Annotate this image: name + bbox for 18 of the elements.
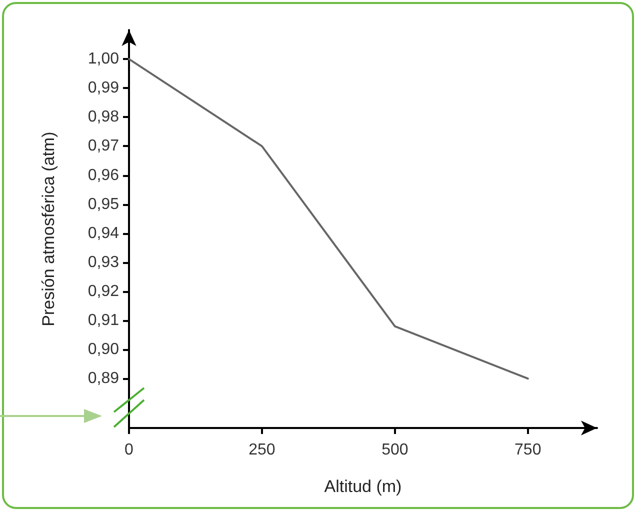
y-tick-label: 1,00 — [88, 50, 120, 68]
y-axis-title: Presión atmosférica (atm) — [39, 132, 58, 326]
y-tick-label: 0,95 — [88, 196, 120, 213]
x-tick-label: 750 — [514, 442, 542, 458]
x-tick-label: 0 — [124, 442, 134, 458]
x-axis-title: Altitud (m) — [324, 477, 402, 496]
y-tick-label: 0,92 — [88, 282, 120, 300]
y-tick-label: 0,94 — [88, 224, 120, 242]
x-tick-label: 500 — [382, 442, 408, 458]
x-tick-label: 250 — [248, 442, 276, 458]
y-tick-label: 0,98 — [88, 108, 120, 126]
y-tick-label: 0,91 — [88, 312, 120, 330]
y-tick-label: 0,93 — [88, 254, 120, 271]
y-tick-label: 0,97 — [88, 138, 120, 155]
y-tick-label: 0,96 — [88, 166, 120, 184]
y-tick-label: 0,99 — [88, 80, 120, 97]
y-tick-label: 0,90 — [88, 341, 120, 358]
y-tick-label: 0,89 — [88, 370, 120, 388]
